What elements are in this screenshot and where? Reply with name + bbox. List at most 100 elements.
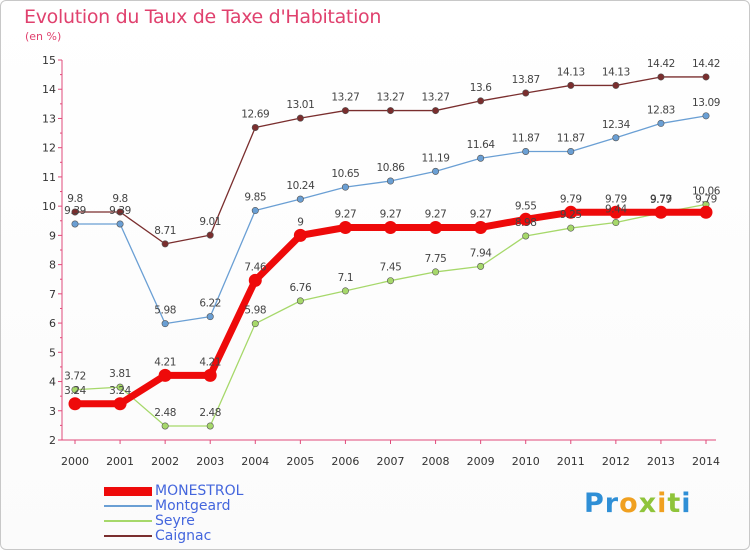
data-label-monestrol: 3.24 — [109, 385, 131, 397]
y-tick-label: 4 — [49, 376, 56, 389]
x-tick-label: 2014 — [692, 455, 720, 468]
data-point-montgeard — [386, 177, 394, 185]
data-label-monestrol: 9.55 — [515, 200, 537, 212]
y-tick-label: 2 — [49, 434, 56, 447]
data-label-seyre: 7.1 — [338, 272, 354, 284]
data-point-montgeard — [161, 320, 169, 328]
data-point-caignac — [477, 97, 485, 105]
data-label-caignac: 9.01 — [199, 216, 221, 228]
data-label-monestrol: 9.27 — [470, 208, 492, 220]
data-label-seyre: 6.76 — [289, 282, 311, 294]
x-tick-label: 2006 — [331, 455, 359, 468]
legend-swatch — [104, 505, 152, 507]
data-label-montgeard: 5.98 — [154, 305, 176, 317]
data-label-caignac: 14.13 — [557, 66, 585, 78]
data-point-caignac — [71, 208, 79, 216]
logo-letter: x — [638, 488, 658, 519]
data-point-monestrol — [474, 220, 488, 234]
data-point-montgeard — [341, 183, 349, 191]
data-label-seyre: 5.98 — [244, 305, 266, 317]
data-point-monestrol — [248, 273, 262, 287]
data-point-seyre — [71, 386, 79, 394]
data-label-montgeard: 13.09 — [692, 97, 720, 109]
data-label-montgeard: 10.65 — [331, 168, 359, 180]
data-point-seyre — [341, 287, 349, 295]
data-label-monestrol: 9.79 — [695, 193, 717, 205]
data-point-caignac — [296, 114, 304, 122]
data-point-montgeard — [657, 119, 665, 127]
data-point-montgeard — [206, 313, 214, 321]
legend-label: Seyre — [155, 513, 195, 529]
y-tick-label: 3 — [49, 405, 56, 418]
y-tick-label: 10 — [42, 200, 56, 213]
data-point-seyre — [251, 320, 259, 328]
data-point-seyre — [567, 224, 575, 232]
logo-letter: r — [604, 488, 620, 519]
data-point-monestrol — [158, 368, 172, 382]
data-label-monestrol: 9.79 — [650, 193, 672, 205]
x-tick-label: 2009 — [467, 455, 495, 468]
y-tick-label: 15 — [42, 54, 56, 67]
data-label-caignac: 12.69 — [241, 109, 269, 121]
data-label-caignac: 13.27 — [376, 92, 404, 104]
chart-subtitle: (en %) — [25, 30, 62, 43]
x-tick-label: 2000 — [61, 455, 89, 468]
data-point-caignac — [567, 81, 575, 89]
y-tick-label: 12 — [42, 142, 56, 155]
data-point-seyre — [386, 277, 394, 285]
logo-letter: t — [667, 488, 682, 519]
x-tick-label: 2011 — [557, 455, 585, 468]
x-tick-label: 2003 — [196, 455, 224, 468]
data-point-seyre — [116, 383, 124, 391]
data-label-montgeard: 11.64 — [467, 139, 496, 151]
data-label-caignac: 9.8 — [112, 193, 128, 205]
proxiti-logo: Proxiti — [584, 488, 692, 519]
logo-letter: P — [584, 488, 605, 519]
data-point-monestrol — [384, 220, 397, 234]
data-label-caignac: 14.42 — [692, 58, 720, 70]
data-label-montgeard: 9.85 — [244, 192, 266, 204]
data-label-seyre: 8.98 — [515, 217, 537, 229]
data-point-caignac — [161, 240, 169, 248]
data-point-seyre — [612, 219, 620, 227]
x-tick-label: 2007 — [377, 455, 405, 468]
logo-letter: o — [619, 488, 639, 519]
data-point-montgeard — [251, 207, 259, 215]
data-point-monestrol — [519, 212, 533, 226]
data-point-caignac — [251, 124, 259, 132]
data-point-monestrol — [293, 228, 307, 242]
data-point-seyre — [296, 297, 304, 305]
x-tick-label: 2001 — [106, 455, 134, 468]
y-tick-label: 5 — [49, 346, 56, 359]
data-point-caignac — [657, 73, 665, 81]
data-label-montgeard: 11.87 — [557, 132, 585, 144]
y-tick-label: 14 — [42, 83, 56, 96]
x-tick-label: 2013 — [647, 455, 675, 468]
data-label-seyre: 7.75 — [425, 253, 447, 265]
y-tick-label: 7 — [49, 288, 56, 301]
data-label-monestrol: 4.21 — [154, 356, 176, 368]
data-label-monestrol: 9 — [297, 216, 303, 228]
data-label-monestrol: 3.24 — [64, 385, 86, 397]
data-label-seyre: 9.44 — [605, 204, 627, 216]
data-label-seyre: 2.48 — [154, 407, 176, 419]
data-label-monestrol: 9.27 — [380, 208, 402, 220]
data-label-caignac: 8.71 — [154, 225, 176, 237]
data-point-seyre — [432, 268, 440, 276]
data-point-seyre — [206, 422, 214, 430]
x-tick-label: 2005 — [286, 455, 314, 468]
data-label-montgeard: 11.87 — [512, 132, 540, 144]
data-point-monestrol — [609, 205, 623, 219]
data-point-montgeard — [522, 147, 530, 155]
data-label-caignac: 13.27 — [422, 92, 450, 104]
data-point-caignac — [116, 208, 124, 216]
x-tick-label: 2008 — [422, 455, 450, 468]
data-label-montgeard: 11.19 — [422, 152, 450, 164]
data-label-montgeard: 10.24 — [286, 180, 315, 192]
data-label-seyre: 3.72 — [64, 371, 86, 383]
data-point-montgeard — [612, 134, 620, 142]
data-label-caignac: 13.27 — [331, 92, 359, 104]
data-label-caignac: 14.42 — [647, 58, 675, 70]
